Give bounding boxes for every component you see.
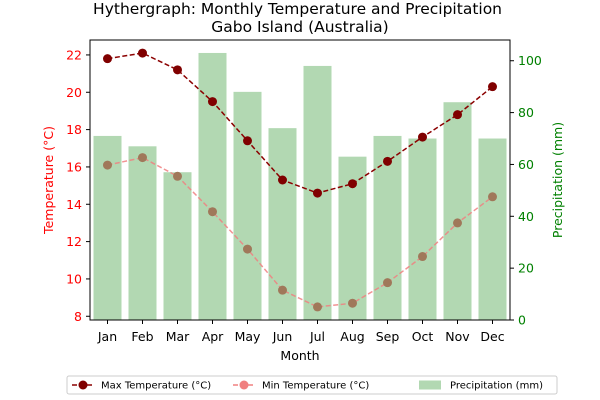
x-tick-label: Jan <box>97 329 117 344</box>
legend-swatch-marker <box>79 381 88 390</box>
right-tick-label: 20 <box>518 261 534 276</box>
min-temp-point-jun <box>278 286 287 295</box>
x-tick-label: Aug <box>340 329 364 344</box>
min-temp-point-oct <box>418 252 427 261</box>
min-temp-point-jul <box>313 302 322 311</box>
right-tick-label: 60 <box>518 157 534 172</box>
legend-swatch-marker <box>240 381 249 390</box>
chart-title: Hythergraph: Monthly Temperature and Pre… <box>93 0 507 36</box>
left-tick-label: 14 <box>66 197 82 212</box>
x-tick-label: Feb <box>131 329 153 344</box>
precip-bar-mar <box>164 172 192 320</box>
precip-bar-oct <box>409 139 437 320</box>
x-tick-label: Jul <box>309 329 325 344</box>
max-temp-point-jul <box>313 189 322 198</box>
precipitation-bars <box>94 53 507 320</box>
max-temp-point-mar <box>173 65 182 74</box>
max-temp-point-oct <box>418 133 427 142</box>
precip-bar-nov <box>444 102 472 320</box>
min-temp-point-aug <box>348 299 357 308</box>
left-tick-label: 18 <box>66 122 82 137</box>
max-temp-point-may <box>243 136 252 145</box>
min-temp-point-nov <box>453 218 462 227</box>
x-tick-label: Sep <box>376 329 400 344</box>
left-tick-label: 20 <box>66 85 82 100</box>
right-tick-label: 0 <box>518 313 526 328</box>
max-temp-point-aug <box>348 179 357 188</box>
legend-swatch-bar <box>419 381 441 390</box>
x-tick-label: Dec <box>480 329 504 344</box>
precip-bar-may <box>234 92 262 320</box>
legend-label: Max Temperature (°C) <box>101 381 211 392</box>
x-tick-label: Oct <box>412 329 434 344</box>
x-tick-label: Apr <box>202 329 224 344</box>
x-axis-label: Month <box>280 348 319 363</box>
legend-label: Min Temperature (°C) <box>262 381 369 392</box>
left-tick-label: 8 <box>74 309 82 324</box>
max-temp-point-sep <box>383 157 392 166</box>
left-tick-label: 22 <box>66 47 82 62</box>
min-temp-point-may <box>243 245 252 254</box>
precip-bar-dec <box>479 139 507 320</box>
right-tick-label: 40 <box>518 209 534 224</box>
chart-title-line-2: Gabo Island (Australia) <box>211 18 388 36</box>
temperature-lines <box>103 49 497 312</box>
min-temp-point-jan <box>103 161 112 170</box>
max-temp-point-jun <box>278 176 287 185</box>
max-temp-point-jan <box>103 54 112 63</box>
left-tick-label: 16 <box>66 159 82 174</box>
legend-label: Precipitation (mm) <box>450 381 543 392</box>
y-axis-label-right: Precipitation (mm) <box>550 122 565 238</box>
min-temp-point-apr <box>208 207 217 216</box>
x-tick-label: May <box>235 329 261 344</box>
left-tick-label: 10 <box>66 271 82 286</box>
x-tick-label: Nov <box>445 329 470 344</box>
chart-title-line-1: Hythergraph: Monthly Temperature and Pre… <box>93 0 502 18</box>
precip-bar-feb <box>129 146 157 320</box>
x-tick-label: Jun <box>272 329 293 344</box>
max-temp-point-nov <box>453 110 462 119</box>
min-temp-point-dec <box>488 192 497 201</box>
y-axis-label-left: Temperature (°C) <box>41 126 56 235</box>
right-tick-label: 100 <box>518 53 542 68</box>
max-temp-point-apr <box>208 97 217 106</box>
max-temp-point-dec <box>488 82 497 91</box>
left-tick-label: 12 <box>66 234 82 249</box>
min-temp-point-feb <box>138 153 147 162</box>
x-tick-label: Mar <box>166 329 190 344</box>
min-temp-point-sep <box>383 278 392 287</box>
max-temp-point-feb <box>138 49 147 58</box>
legend: Max Temperature (°C) Min Temperature (°C)… <box>67 376 557 394</box>
right-tick-label: 80 <box>518 105 534 120</box>
min-temp-point-mar <box>173 172 182 181</box>
